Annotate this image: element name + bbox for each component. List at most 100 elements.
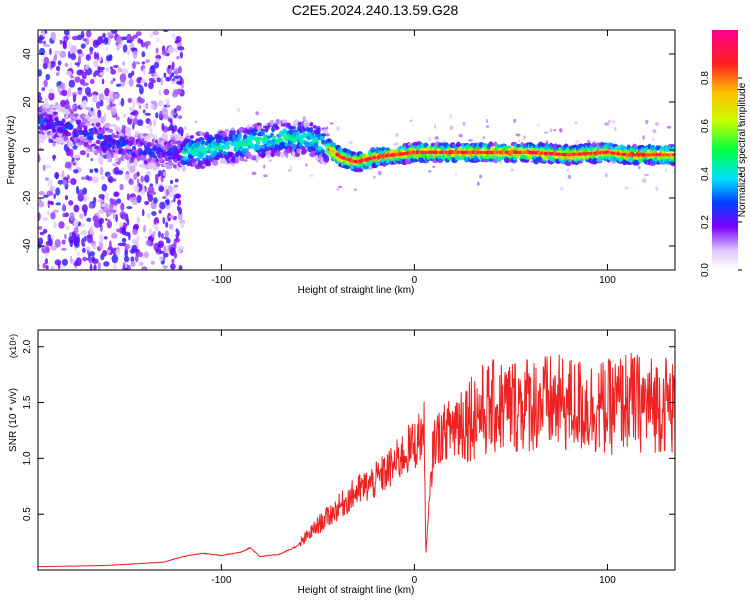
heatmap-cell [250,144,257,148]
heatmap-cell [71,35,79,41]
heatmap-cell [49,60,56,68]
heatmap-cell [150,64,155,71]
heatmap-y-tick-label: 20 [22,96,33,108]
heatmap-cell [93,51,97,60]
heatmap-cell [282,134,287,139]
heatmap-cell [148,134,155,138]
heatmap-cell [148,227,152,236]
heatmap-cell [81,176,86,180]
heatmap-cell [96,52,100,61]
heatmap-cell [53,221,57,229]
heatmap-cell [152,155,158,159]
heatmap-cell [71,104,76,110]
heatmap-cell [149,120,152,126]
snr-y-axis: 0.5 1.0 1.5 2.0 [22,339,675,521]
heatmap-cell [393,142,399,146]
heatmap-cell [103,236,108,240]
heatmap-cell [166,143,174,150]
heatmap-cell [64,62,69,67]
heatmap-cell [163,188,167,197]
heatmap-cell [38,143,41,147]
heatmap-cell [89,168,94,174]
heatmap-cell [73,169,79,174]
heatmap-cell [121,237,127,243]
heatmap-cell [604,122,610,126]
heatmap-cell [513,118,516,123]
heatmap-cell [485,118,489,123]
heatmap-cell [477,181,480,186]
heatmap-cell [174,68,179,76]
heatmap-cell [373,175,376,179]
heatmap-cell [70,178,77,185]
heatmap-cell [272,135,277,140]
heatmap-cell [82,187,88,195]
heatmap-cell [83,100,88,108]
heatmap-cell [182,165,186,172]
heatmap-cell [517,138,521,143]
heatmap-cell [122,61,125,66]
heatmap-cell [51,31,57,41]
heatmap-cell [175,228,179,233]
heatmap-cell [275,118,281,125]
heatmap-cell [242,158,248,162]
heatmap-cell [614,126,617,131]
heatmap-cell [38,197,42,204]
heatmap-cell [132,99,136,108]
heatmap-cell [80,43,86,49]
heatmap-cell [134,254,139,263]
heatmap-cell [48,116,53,123]
heatmap-cell [124,261,128,269]
heatmap-cell [84,86,91,96]
heatmap-cell [84,122,92,127]
heatmap-cell [173,240,177,249]
heatmap-cell [229,129,236,136]
heatmap-cell [320,149,326,154]
heatmap-cell [44,115,50,119]
heatmap-cell [162,216,166,225]
heatmap-cell [62,203,66,211]
heatmap-cell [377,170,382,176]
heatmap-cell [322,128,329,134]
heatmap-cell [171,61,175,71]
heatmap-cell [128,106,135,112]
heatmap-cell [161,195,167,200]
heatmap-cell [59,50,67,59]
heatmap-cell [80,229,87,235]
snr-y-tick-label: 0.5 [22,507,33,521]
heatmap-cell [395,132,399,137]
heatmap-cell [92,114,98,119]
heatmap-cell [140,175,144,183]
heatmap-cell [672,153,675,157]
heatmap-cell [153,118,157,128]
heatmap-cell [158,230,161,238]
heatmap-cell [323,156,330,163]
heatmap-x-tick-label: 0 [412,275,418,286]
heatmap-cell [666,125,672,129]
heatmap-cell [92,72,97,77]
heatmap-cell [168,124,175,131]
heatmap-cell [130,47,137,52]
heatmap-cell [54,259,62,266]
heatmap-cell [76,251,81,257]
heatmap-cell [177,46,185,51]
heatmap-cell [130,256,135,262]
heatmap-cell [136,234,140,243]
heatmap-cell [108,202,114,212]
heatmap-cell [61,170,65,177]
heatmap-cell [69,61,73,70]
heatmap-cell [289,165,293,171]
heatmap-cell [614,145,622,151]
heatmap-cell [105,55,112,62]
heatmap-cell [45,73,51,81]
heatmap-cell [125,127,132,133]
heatmap-cell [140,156,147,161]
heatmap-cell [99,241,104,250]
heatmap-cell [49,185,55,192]
snr-panel: -100 0 100 0.5 1.0 1.5 2.0 Height of straight… [8,329,676,596]
heatmap-cell [115,248,121,256]
heatmap-cell [93,264,97,270]
heatmap-cell [302,116,306,121]
heatmap-cell [88,118,95,123]
heatmap-cell [89,46,94,53]
heatmap-cell [142,68,146,76]
